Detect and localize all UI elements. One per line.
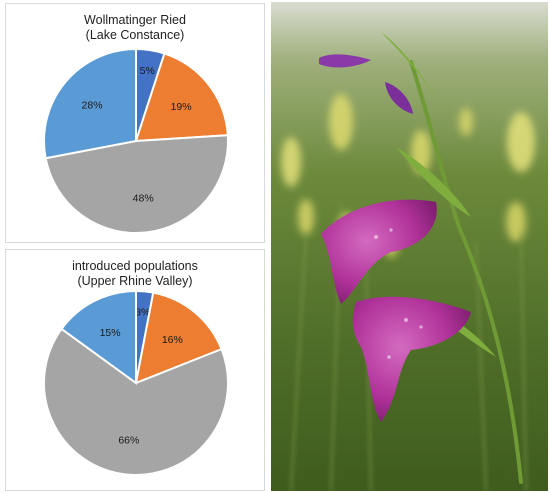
chart-title-bottom: introduced populations (Upper Rhine Vall… <box>6 259 264 289</box>
slice-data-label: 28% <box>82 100 103 112</box>
pie-slice <box>60 289 137 385</box>
chart-title-line1: introduced populations <box>72 259 198 273</box>
pie-slice <box>43 327 229 476</box>
slice-data-label: 19% <box>171 101 192 113</box>
slice-data-label: 3% <box>135 307 150 319</box>
chart-subtitle-line2: (Upper Rhine Valley) <box>77 274 193 288</box>
pie-chart-bottom: 3% 16% 66% 15% <box>43 289 229 476</box>
pie-chart-panel-top: Wollmatinger Ried (Lake Constance) 5% 19%… <box>5 3 265 243</box>
pie-slice <box>134 291 223 385</box>
slice-data-label: 16% <box>162 334 183 346</box>
slice-data-label: 48% <box>133 193 154 205</box>
flower-photo-illustration <box>271 2 548 491</box>
gladiolus-flower-photo <box>271 2 548 491</box>
slice-data-label: 66% <box>118 435 139 447</box>
pie-chart-panel-bottom: introduced populations (Upper Rhine Vall… <box>5 249 265 491</box>
slice-data-label: 5% <box>140 65 155 77</box>
chart-title-top: Wollmatinger Ried (Lake Constance) <box>6 13 264 43</box>
chart-title-line1: Wollmatinger Ried <box>84 13 186 27</box>
pie-chart-top: 5% 19% 48% 28% <box>43 47 229 234</box>
pie-slice <box>44 134 229 234</box>
pie-slice <box>134 52 229 143</box>
pie-slice <box>43 47 137 160</box>
chart-subtitle-line2: (Lake Constance) <box>85 28 185 42</box>
slice-data-label: 15% <box>100 327 121 339</box>
